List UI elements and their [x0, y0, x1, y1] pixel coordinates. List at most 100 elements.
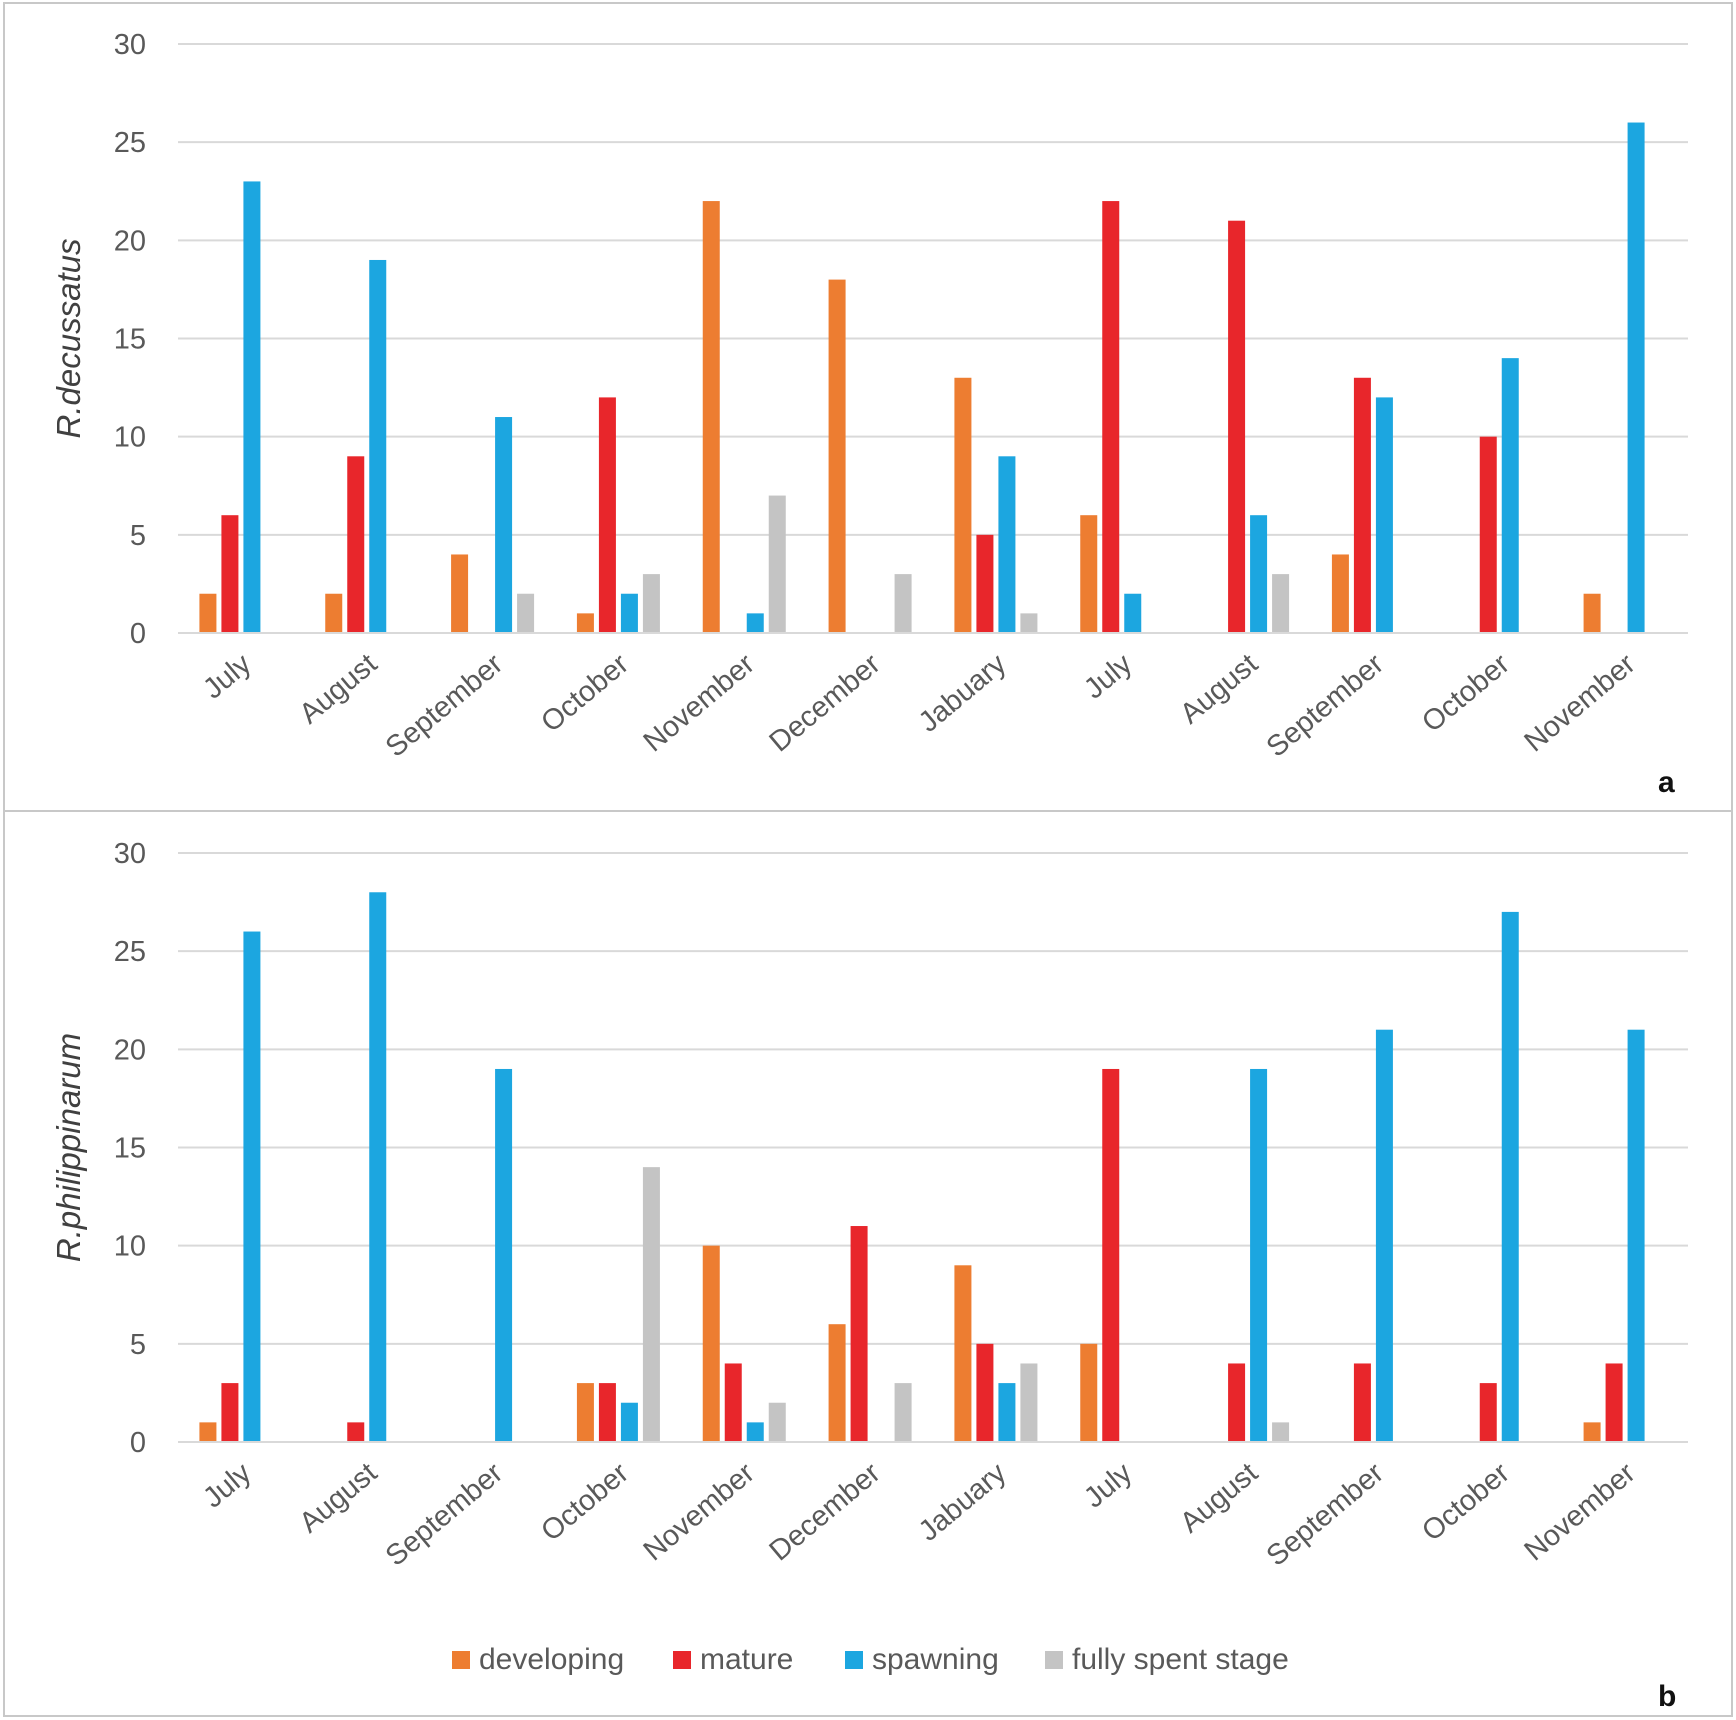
legend: developing mature spawning fully spent stag… [452, 1643, 1289, 1676]
panel-a-bar-developing-9 [1331, 554, 1349, 633]
panel-b-x-tick-label-july: July [197, 1457, 257, 1515]
panel-b-bar-mature-7 [1102, 1068, 1120, 1442]
panel-a-bar-mature-1 [347, 456, 365, 633]
panel-b-bar-spawning-3 [620, 1402, 638, 1442]
panel-b-bar-mature-1 [347, 1422, 365, 1442]
panel-b-y-tick-label: 15 [114, 1133, 146, 1165]
panel-a-y-tick-label: 0 [130, 618, 146, 650]
panel-b-x-tick-label-august: August [294, 1457, 384, 1540]
panel-a-bar-mature-3 [598, 397, 616, 633]
panel-a-y-tick-label: 15 [114, 324, 146, 356]
panel-b-bar-spawning-10 [1501, 911, 1519, 1442]
panel-b-bar-spawning-11 [1627, 1029, 1645, 1442]
panel-b-bar-spawning-1 [369, 892, 387, 1442]
panel-b-x-tick-label-jabuary: Jabuary [913, 1457, 1013, 1548]
panel-b-bar-fully-spent-stage-4 [768, 1402, 786, 1442]
legend-label-developing: developing [479, 1643, 624, 1676]
panel-a-bar-spawning-9 [1375, 397, 1393, 633]
panel-b-bar-mature-9 [1353, 1363, 1371, 1442]
panel-a-bar-mature-7 [1102, 201, 1120, 634]
panel-a-y-tick-label: 20 [114, 225, 146, 257]
panel-b-bar-mature-11 [1605, 1363, 1623, 1442]
panel-b-y-tick-label: 20 [114, 1034, 146, 1066]
panel-b-bar-mature-4 [724, 1363, 742, 1442]
legend-swatch-fully-spent-stage [1045, 1651, 1063, 1669]
panel-a-y-tick-label: 5 [130, 520, 146, 552]
panel-b-bar-developing-0 [199, 1422, 217, 1442]
panel-b-bar-fully-spent-stage-8 [1272, 1422, 1290, 1442]
panel-a-bar-spawning-8 [1250, 515, 1268, 633]
panel-b-bar-developing-3 [576, 1383, 594, 1442]
panel-a-bar-developing-2 [451, 554, 469, 633]
panel-a-x-tick-label-september: September [380, 648, 510, 764]
panel-b-x-tick-label-december: December [764, 1457, 887, 1568]
panel-a-x-tick-label-october: October [535, 648, 635, 739]
panel-b-x-tick-label-august: August [1174, 1457, 1264, 1540]
panel-a-x-tick-label-november: November [1519, 648, 1642, 759]
panel-a-bar-spawning-3 [620, 593, 638, 633]
panel-b-bar-fully-spent-stage-5 [894, 1383, 912, 1442]
panel-a-x-tick-label-august: August [1174, 648, 1264, 731]
panel-a-x-tick-label-september: September [1261, 648, 1391, 764]
panel-b-bar-spawning-4 [746, 1422, 764, 1442]
panel-b-bar-mature-8 [1228, 1363, 1246, 1442]
panel-a-x-tick-label-november: November [638, 648, 761, 759]
panel-b-y-tick-label: 0 [130, 1427, 146, 1459]
panel-a-x-tick-label-july: July [1078, 648, 1138, 706]
panel-b-bar-mature-5 [850, 1226, 868, 1442]
panel-a-bar-mature-0 [221, 515, 239, 633]
panel-b-bar-fully-spent-stage-3 [642, 1167, 660, 1442]
legend-swatch-developing [452, 1651, 470, 1669]
panel-b-x-tick-label-november: November [1519, 1457, 1642, 1568]
panel-b-bar-developing-11 [1583, 1422, 1601, 1442]
panel-a-bar-developing-11 [1583, 593, 1601, 633]
panel-a-bar-mature-6 [976, 534, 994, 633]
panel-a-bar-developing-5 [828, 279, 846, 633]
panel-b-x-tick-label-september: September [1261, 1457, 1391, 1573]
panel-a-x-tick-label-july: July [197, 648, 257, 706]
legend-swatch-mature [673, 1651, 691, 1669]
panel-a-bar-spawning-1 [369, 259, 387, 633]
panel-a-bar-developing-6 [954, 377, 972, 633]
panel-a-x-tick-label-jabuary: Jabuary [913, 648, 1013, 739]
panel-a-y-tick-label: 30 [114, 29, 146, 61]
panel-a-x-tick-label-december: December [764, 648, 887, 759]
panel-b-frame [3, 810, 1733, 1717]
panel-a-bar-fully-spent-stage-3 [642, 574, 660, 633]
panel-b-x-tick-label-october: October [1416, 1457, 1516, 1548]
panel-b-bar-mature-0 [221, 1383, 239, 1442]
panel-a-bar-spawning-4 [746, 613, 764, 633]
panel-a-bar-fully-spent-stage-8 [1272, 574, 1290, 633]
panel-a-x-tick-label-october: October [1416, 648, 1516, 739]
panel-b-bar-spawning-6 [998, 1383, 1016, 1442]
legend-label-spawning: spawning [872, 1643, 999, 1676]
panel-b-y-axis-label: R.philippinarum [50, 1033, 87, 1262]
panel-b-x-tick-label-october: October [535, 1457, 635, 1548]
panel-a-bar-developing-1 [325, 593, 343, 633]
legend-label-fully-spent-stage: fully spent stage [1072, 1643, 1289, 1676]
legend-label-mature: mature [700, 1643, 793, 1676]
panel-a-bar-spawning-0 [243, 181, 261, 633]
panel-a-letter: a [1658, 766, 1675, 799]
panel-a-bar-mature-8 [1228, 220, 1246, 633]
panel-a-bar-fully-spent-stage-6 [1020, 613, 1038, 633]
panel-a-bar-spawning-11 [1627, 122, 1645, 634]
panel-b-y-tick-label: 5 [130, 1329, 146, 1361]
panel-b-y-tick-label: 30 [114, 838, 146, 870]
panel-b-y-tick-label: 25 [114, 936, 146, 968]
panel-b-x-tick-label-july: July [1078, 1457, 1138, 1515]
panel-b-bar-spawning-9 [1375, 1029, 1393, 1442]
panel-a-bar-spawning-2 [495, 417, 513, 633]
panel-a-bar-developing-4 [702, 201, 720, 634]
panel-a-y-axis-label: R.decussatus [50, 239, 87, 439]
panel-a-bar-developing-0 [199, 593, 217, 633]
panel-a-bar-developing-7 [1080, 515, 1098, 633]
legend-swatch-spawning [845, 1651, 863, 1669]
panel-b-x-tick-label-september: September [380, 1457, 510, 1573]
panel-a-bar-spawning-10 [1501, 358, 1519, 633]
panel-b-bar-developing-5 [828, 1324, 846, 1442]
